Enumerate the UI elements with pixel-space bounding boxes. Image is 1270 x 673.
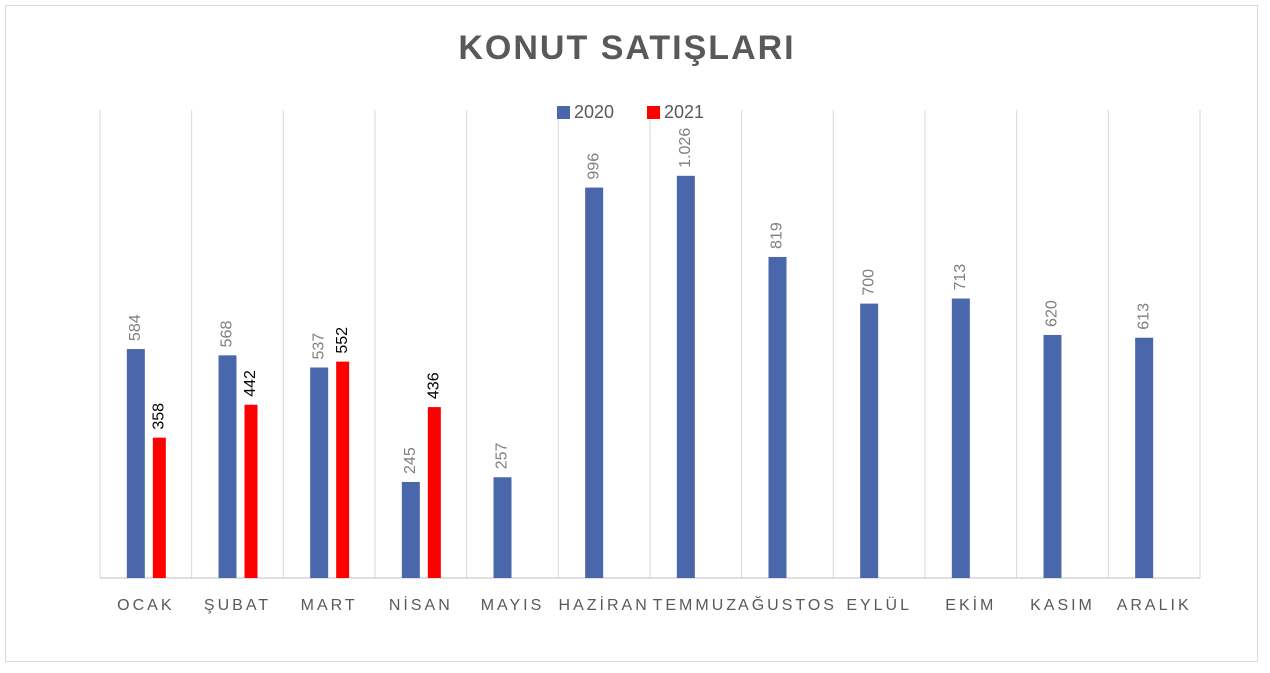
- legend-swatch: [647, 106, 660, 119]
- x-tick-label: ŞUBAT: [204, 597, 271, 614]
- bar: [860, 303, 879, 578]
- x-tick-label: HAZİRAN: [559, 595, 650, 614]
- value-label: 245: [402, 447, 419, 474]
- bar: [126, 349, 145, 578]
- bar: [768, 256, 787, 578]
- value-label: 613: [1135, 303, 1152, 330]
- bar: [676, 175, 695, 579]
- value-label: 819: [769, 222, 786, 249]
- x-tick-label: ARALIK: [1117, 597, 1192, 614]
- bar: [218, 355, 237, 578]
- bar: [1135, 337, 1154, 578]
- bar: [244, 404, 258, 578]
- x-tick-label: AĞUSTOS: [738, 595, 837, 614]
- value-label: 568: [219, 321, 236, 348]
- bar: [427, 407, 441, 578]
- x-tick-label: MART: [301, 597, 358, 614]
- bar: [310, 367, 329, 578]
- x-tick-label: KASIM: [1030, 597, 1095, 614]
- bar: [336, 361, 350, 578]
- legend-label: 2021: [664, 102, 704, 122]
- bar: [493, 477, 512, 578]
- value-label: 442: [242, 370, 259, 397]
- chart-title: KONUT SATIŞLARI: [458, 29, 795, 67]
- bar: [1043, 334, 1062, 578]
- value-label: 713: [952, 264, 969, 291]
- value-label: 436: [426, 372, 443, 399]
- chart-border: [5, 5, 1258, 662]
- value-label: 584: [127, 314, 144, 341]
- value-label: 257: [494, 442, 511, 469]
- x-tick-label: NİSAN: [389, 595, 453, 614]
- legend-swatch: [557, 106, 570, 119]
- x-tick-label: TEMMUZ: [653, 597, 739, 614]
- value-label: 700: [860, 269, 877, 296]
- value-label: 358: [151, 403, 168, 430]
- value-label: 620: [1044, 300, 1061, 327]
- x-tick-label: MAYIS: [481, 597, 545, 614]
- value-label: 1.026: [677, 128, 694, 168]
- value-label: 537: [310, 333, 327, 360]
- legend-label: 2020: [574, 102, 614, 122]
- x-tick-label: EYLÜL: [846, 596, 912, 614]
- value-label: 552: [334, 327, 351, 354]
- x-tick-label: OCAK: [117, 597, 174, 614]
- value-label: 996: [585, 153, 602, 180]
- bar: [152, 437, 166, 578]
- bar: [951, 298, 970, 578]
- x-tick-label: EKİM: [945, 595, 996, 614]
- bar: [585, 187, 604, 578]
- bar: [401, 481, 420, 578]
